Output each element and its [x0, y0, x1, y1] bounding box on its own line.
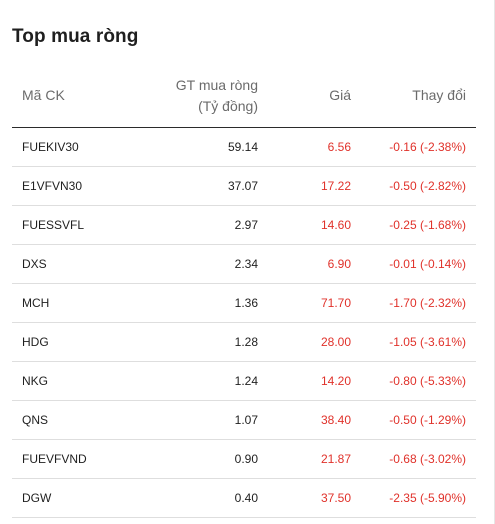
table-row[interactable]: FUESSVFL 2.97 14.60 -0.25 (-1.68%)	[12, 205, 476, 245]
price-change: -0.80 (-5.33%)	[351, 361, 476, 401]
table-header: Mã CK GT mua ròng (Tỷ đồng) Giá Thay đổi	[12, 64, 476, 128]
net-buy-value: 37.07	[137, 166, 258, 206]
net-buy-value: 59.14	[137, 127, 258, 167]
table-body: FUEKIV30 59.14 6.56 -0.16 (-2.38%) E1VFVN30 3…	[12, 127, 476, 518]
net-buy-value: 0.90	[137, 439, 258, 479]
stock-code[interactable]: FUEKIV30	[12, 127, 137, 167]
net-buy-value: 1.07	[137, 400, 258, 440]
stock-code[interactable]: QNS	[12, 400, 137, 440]
table-row[interactable]: DXS 2.34 6.90 -0.01 (-0.14%)	[12, 244, 476, 284]
table-row[interactable]: NKG 1.24 14.20 -0.80 (-5.33%)	[12, 361, 476, 401]
stock-code[interactable]: DGW	[12, 478, 137, 518]
price: 37.50	[258, 478, 351, 518]
net-buy-value: 2.97	[137, 205, 258, 245]
stock-code[interactable]: NKG	[12, 361, 137, 401]
price: 14.60	[258, 205, 351, 245]
table-row[interactable]: FUEKIV30 59.14 6.56 -0.16 (-2.38%)	[12, 127, 476, 167]
price: 14.20	[258, 361, 351, 401]
price: 6.56	[258, 127, 351, 167]
price: 28.00	[258, 322, 351, 362]
net-buy-value: 0.40	[137, 478, 258, 518]
table-row[interactable]: MCH 1.36 71.70 -1.70 (-2.32%)	[12, 283, 476, 323]
price-change: -0.16 (-2.38%)	[351, 127, 476, 167]
price-change: -2.35 (-5.90%)	[351, 478, 476, 518]
price: 17.22	[258, 166, 351, 206]
price: 71.70	[258, 283, 351, 323]
stock-code[interactable]: FUEVFVND	[12, 439, 137, 479]
column-header-net-buy-value-line2: (Tỷ đồng)	[198, 97, 258, 114]
stock-code[interactable]: E1VFVN30	[12, 166, 137, 206]
price: 6.90	[258, 244, 351, 284]
stock-code[interactable]: DXS	[12, 244, 137, 284]
net-buy-value: 2.34	[137, 244, 258, 284]
table-row[interactable]: DGW 0.40 37.50 -2.35 (-5.90%)	[12, 478, 476, 518]
price-change: -0.50 (-1.29%)	[351, 400, 476, 440]
stock-code[interactable]: FUESSVFL	[12, 205, 137, 245]
stock-code[interactable]: HDG	[12, 322, 137, 362]
net-buy-value: 1.24	[137, 361, 258, 401]
panel-title: Top mua ròng	[12, 26, 139, 47]
stock-code[interactable]: MCH	[12, 283, 137, 323]
table-row[interactable]: E1VFVN30 37.07 17.22 -0.50 (-2.82%)	[12, 166, 476, 206]
price: 38.40	[258, 400, 351, 440]
column-header-net-buy-value[interactable]: GT mua ròng (Tỷ đồng)	[137, 64, 258, 128]
column-header-price[interactable]: Giá	[258, 64, 351, 128]
price: 21.87	[258, 439, 351, 479]
net-buy-value: 1.28	[137, 322, 258, 362]
price-change: -0.25 (-1.68%)	[351, 205, 476, 245]
column-header-net-buy-value-line1: GT mua ròng	[175, 76, 258, 93]
price-change: -1.05 (-3.61%)	[351, 322, 476, 362]
net-buy-table: Mã CK GT mua ròng (Tỷ đồng) Giá Thay đổi…	[12, 64, 476, 518]
table-row[interactable]: FUEVFVND 0.90 21.87 -0.68 (-3.02%)	[12, 439, 476, 479]
price-change: -0.01 (-0.14%)	[351, 244, 476, 284]
table-row[interactable]: HDG 1.28 28.00 -1.05 (-3.61%)	[12, 322, 476, 362]
net-buy-value: 1.36	[137, 283, 258, 323]
price-change: -1.70 (-2.32%)	[351, 283, 476, 323]
column-header-code[interactable]: Mã CK	[12, 64, 137, 128]
table-row[interactable]: QNS 1.07 38.40 -0.50 (-1.29%)	[12, 400, 476, 440]
column-header-change[interactable]: Thay đổi	[351, 64, 476, 128]
price-change: -0.68 (-3.02%)	[351, 439, 476, 479]
price-change: -0.50 (-2.82%)	[351, 166, 476, 206]
